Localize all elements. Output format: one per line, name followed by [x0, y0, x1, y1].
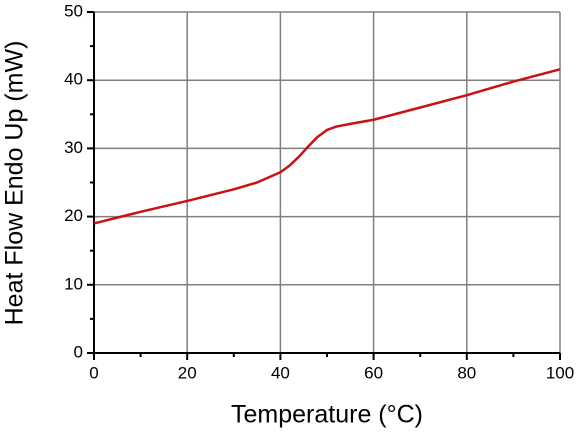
x-tick-label: 40	[271, 363, 290, 382]
y-tick-label: 0	[74, 342, 83, 361]
y-tick-label: 30	[64, 138, 83, 157]
x-tick-label: 60	[364, 363, 383, 382]
data-line	[93, 68, 561, 225]
y-tick-label: 10	[64, 274, 83, 293]
x-tick-label: 20	[178, 363, 197, 382]
x-tick-label: 100	[546, 363, 574, 382]
y-tick-label: 40	[64, 70, 83, 89]
y-tick-label: 20	[64, 206, 83, 225]
x-tick-label: 80	[457, 363, 476, 382]
y-tick-label: 50	[64, 1, 83, 20]
x-tick-label: 0	[89, 363, 98, 382]
y-axis-label: Heat Flow Endo Up (mW)	[1, 41, 29, 326]
x-axis-label: Temperature (°C)	[231, 401, 423, 429]
